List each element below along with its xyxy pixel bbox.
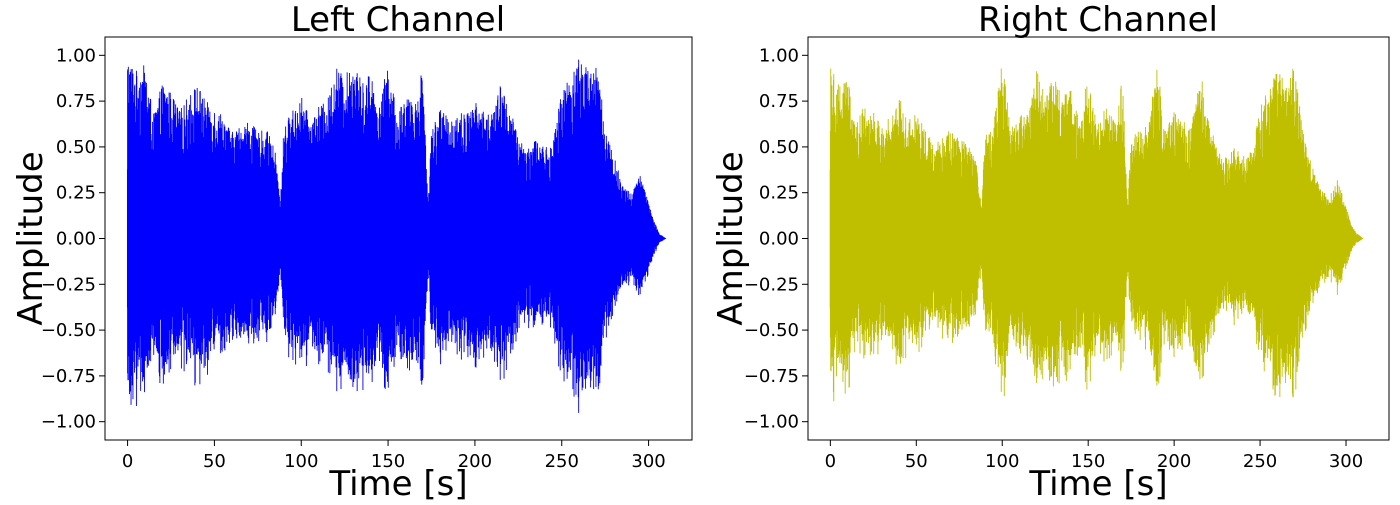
x-axis-label: Time [s] [1028,464,1167,504]
y-tick-label: 0.00 [56,229,96,250]
y-tick-label: 0.50 [56,137,96,158]
y-tick-label: −0.75 [744,366,799,387]
y-tick-label: −1.00 [744,412,799,433]
x-tick-label: 50 [203,451,226,472]
y-tick-label: 0.25 [759,183,799,204]
y-axis-label: Amplitude [711,151,751,325]
x-axis-label: Time [s] [328,464,467,504]
x-tick-label: 0 [825,451,836,472]
x-tick-label: 300 [631,451,665,472]
y-tick-label: 0.50 [759,137,799,158]
chart-title: Right Channel [978,0,1218,40]
y-tick-label: 1.00 [56,45,96,66]
y-tick-label: −0.25 [744,274,799,295]
y-tick-label: −0.75 [41,366,96,387]
subplot-left: 0 50 100 150 200 250 300 −1.00 −0.75 −0.50 −0.25 0.… [11,0,693,504]
y-tick-label: 0.75 [56,91,96,112]
y-tick-label: −0.50 [41,320,96,341]
subplot-right: 0 50 100 150 200 250 300 −1.00 −0.75 −0.50 −0.25 0.… [711,0,1390,504]
chart-title: Left Channel [291,0,505,40]
x-tick-label: 0 [122,451,133,472]
y-tick-label: 0.75 [759,91,799,112]
y-tick-label: −0.50 [744,320,799,341]
x-tick-label: 250 [545,451,579,472]
y-axis-label: Amplitude [11,151,51,325]
x-tick-label: 150 [1071,451,1105,472]
x-tick-label: 200 [1157,451,1191,472]
x-tick-label: 100 [284,451,318,472]
x-tick-label: 100 [985,451,1019,472]
y-tick-label: −0.25 [41,274,96,295]
waveform-line-right [829,68,1364,402]
y-tick-label: 0.25 [56,183,96,204]
y-tick-label: 1.00 [759,45,799,66]
waveform-line-left [127,59,667,413]
x-tick-label: 300 [1329,451,1363,472]
x-tick-label: 250 [1243,451,1277,472]
y-tick-label: −1.00 [41,412,96,433]
x-tick-label: 150 [371,451,405,472]
x-tick-label: 50 [905,451,928,472]
x-tick-label: 200 [458,451,492,472]
y-tick-label: 0.00 [759,229,799,250]
